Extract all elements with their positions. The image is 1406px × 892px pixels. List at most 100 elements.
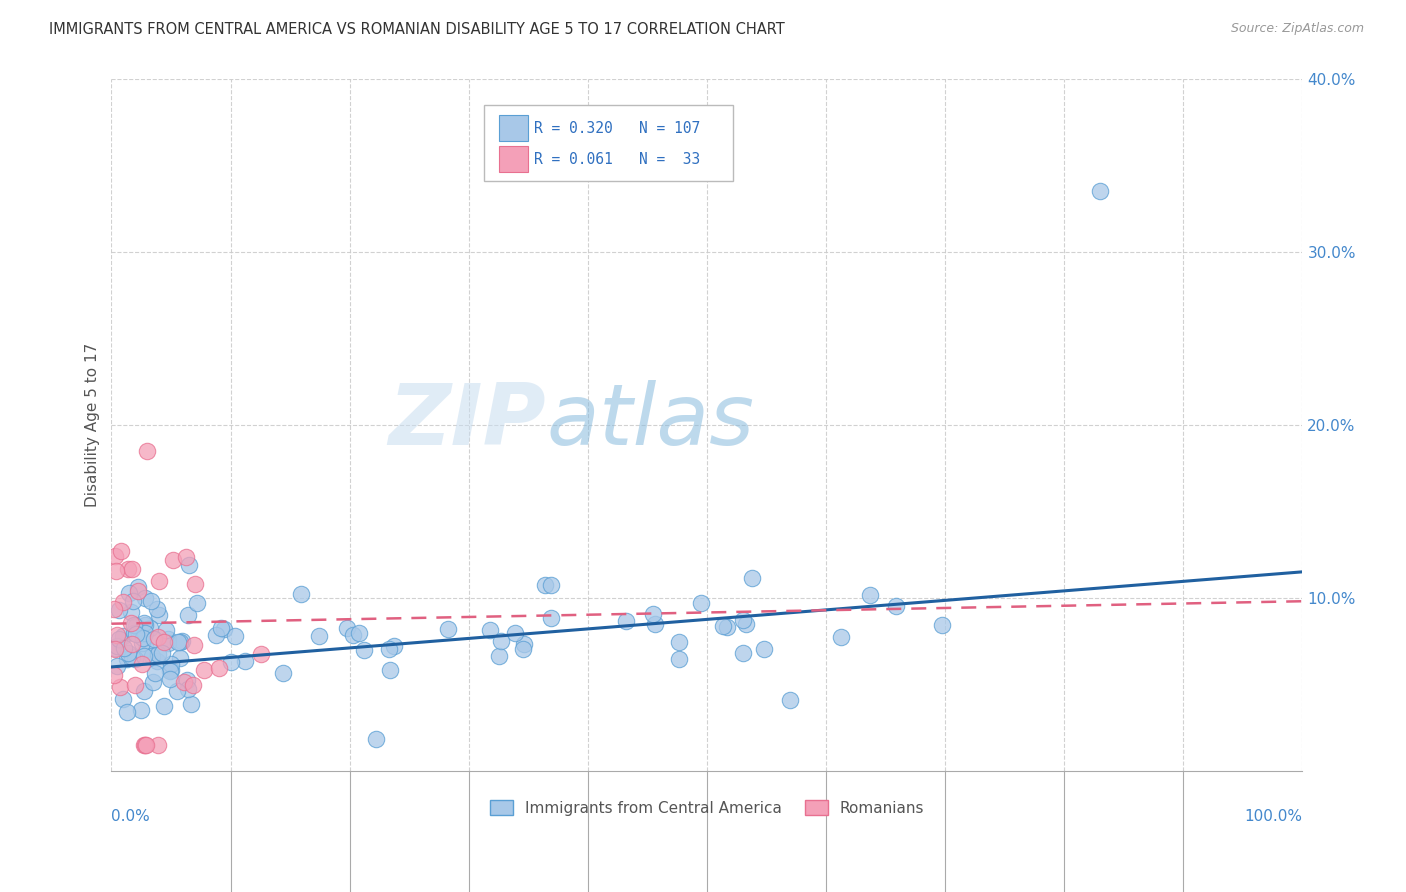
Point: [160, 663, 183, 677]
Point: [176, 673, 198, 687]
Point: [127, 581, 149, 595]
Point: [181, 678, 204, 692]
Point: [668, 652, 690, 666]
Point: [177, 681, 200, 696]
Point: [208, 660, 231, 674]
Point: [142, 675, 165, 690]
Point: [540, 611, 562, 625]
Point: [174, 549, 197, 564]
Point: [779, 692, 801, 706]
Point: [378, 641, 401, 656]
Point: [830, 630, 852, 644]
FancyBboxPatch shape: [484, 105, 733, 181]
Point: [153, 635, 176, 649]
Point: [135, 738, 157, 752]
Point: [668, 635, 690, 649]
Point: [132, 648, 155, 663]
Point: [134, 591, 156, 606]
Point: [614, 614, 637, 628]
Point: [503, 626, 526, 640]
Point: [489, 634, 512, 648]
Point: [115, 705, 138, 719]
Point: [540, 578, 562, 592]
Point: [159, 657, 181, 672]
Point: [204, 628, 226, 642]
Point: [186, 596, 208, 610]
Point: [121, 650, 143, 665]
Point: [134, 738, 156, 752]
Point: [136, 443, 159, 458]
Y-axis label: Disability Age 5 to 17: Disability Age 5 to 17: [86, 343, 100, 507]
Legend: Immigrants from Central America, Romanians: Immigrants from Central America, Romania…: [484, 794, 931, 822]
Point: [139, 593, 162, 607]
Point: [105, 639, 128, 653]
Point: [121, 562, 143, 576]
Point: [120, 616, 142, 631]
Point: [134, 626, 156, 640]
Point: [534, 578, 557, 592]
Point: [169, 651, 191, 665]
Point: [112, 629, 135, 643]
Point: [353, 642, 375, 657]
Point: [104, 564, 127, 578]
Point: [108, 603, 131, 617]
Point: [733, 613, 755, 627]
Point: [209, 621, 232, 635]
Point: [752, 642, 775, 657]
Point: [488, 648, 510, 663]
Point: [110, 544, 132, 558]
Point: [129, 703, 152, 717]
Point: [135, 641, 157, 656]
Point: [859, 588, 882, 602]
Point: [513, 637, 536, 651]
Point: [121, 638, 143, 652]
Point: [145, 654, 167, 668]
Point: [183, 638, 205, 652]
Point: [233, 654, 256, 668]
Point: [121, 605, 143, 619]
Point: [141, 649, 163, 664]
Point: [111, 595, 134, 609]
Point: [105, 628, 128, 642]
Point: [134, 738, 156, 752]
FancyBboxPatch shape: [499, 115, 529, 141]
Point: [146, 738, 169, 752]
Text: 0.0%: 0.0%: [111, 809, 150, 823]
Point: [105, 659, 128, 673]
Point: [512, 641, 534, 656]
Text: Source: ZipAtlas.com: Source: ZipAtlas.com: [1230, 22, 1364, 36]
Point: [112, 641, 135, 656]
Point: [382, 639, 405, 653]
Point: [103, 668, 125, 682]
Point: [124, 652, 146, 666]
Point: [478, 624, 501, 638]
Point: [167, 634, 190, 648]
Point: [148, 647, 170, 661]
Point: [734, 617, 756, 632]
Text: 100.0%: 100.0%: [1244, 809, 1302, 823]
Point: [134, 618, 156, 632]
Point: [131, 636, 153, 650]
Point: [127, 584, 149, 599]
Point: [364, 731, 387, 746]
Point: [104, 642, 127, 657]
Point: [172, 634, 194, 648]
Point: [713, 619, 735, 633]
Point: [741, 571, 763, 585]
Point: [111, 692, 134, 706]
Point: [716, 620, 738, 634]
Point: [134, 615, 156, 630]
Text: ZIP: ZIP: [388, 380, 546, 463]
Point: [125, 627, 148, 641]
Point: [139, 621, 162, 635]
Point: [180, 697, 202, 711]
Point: [690, 596, 713, 610]
Point: [733, 646, 755, 660]
Point: [104, 641, 127, 656]
Point: [117, 646, 139, 660]
Point: [150, 647, 173, 661]
Point: [155, 623, 177, 637]
Point: [110, 681, 132, 695]
Point: [125, 619, 148, 633]
Point: [159, 664, 181, 678]
